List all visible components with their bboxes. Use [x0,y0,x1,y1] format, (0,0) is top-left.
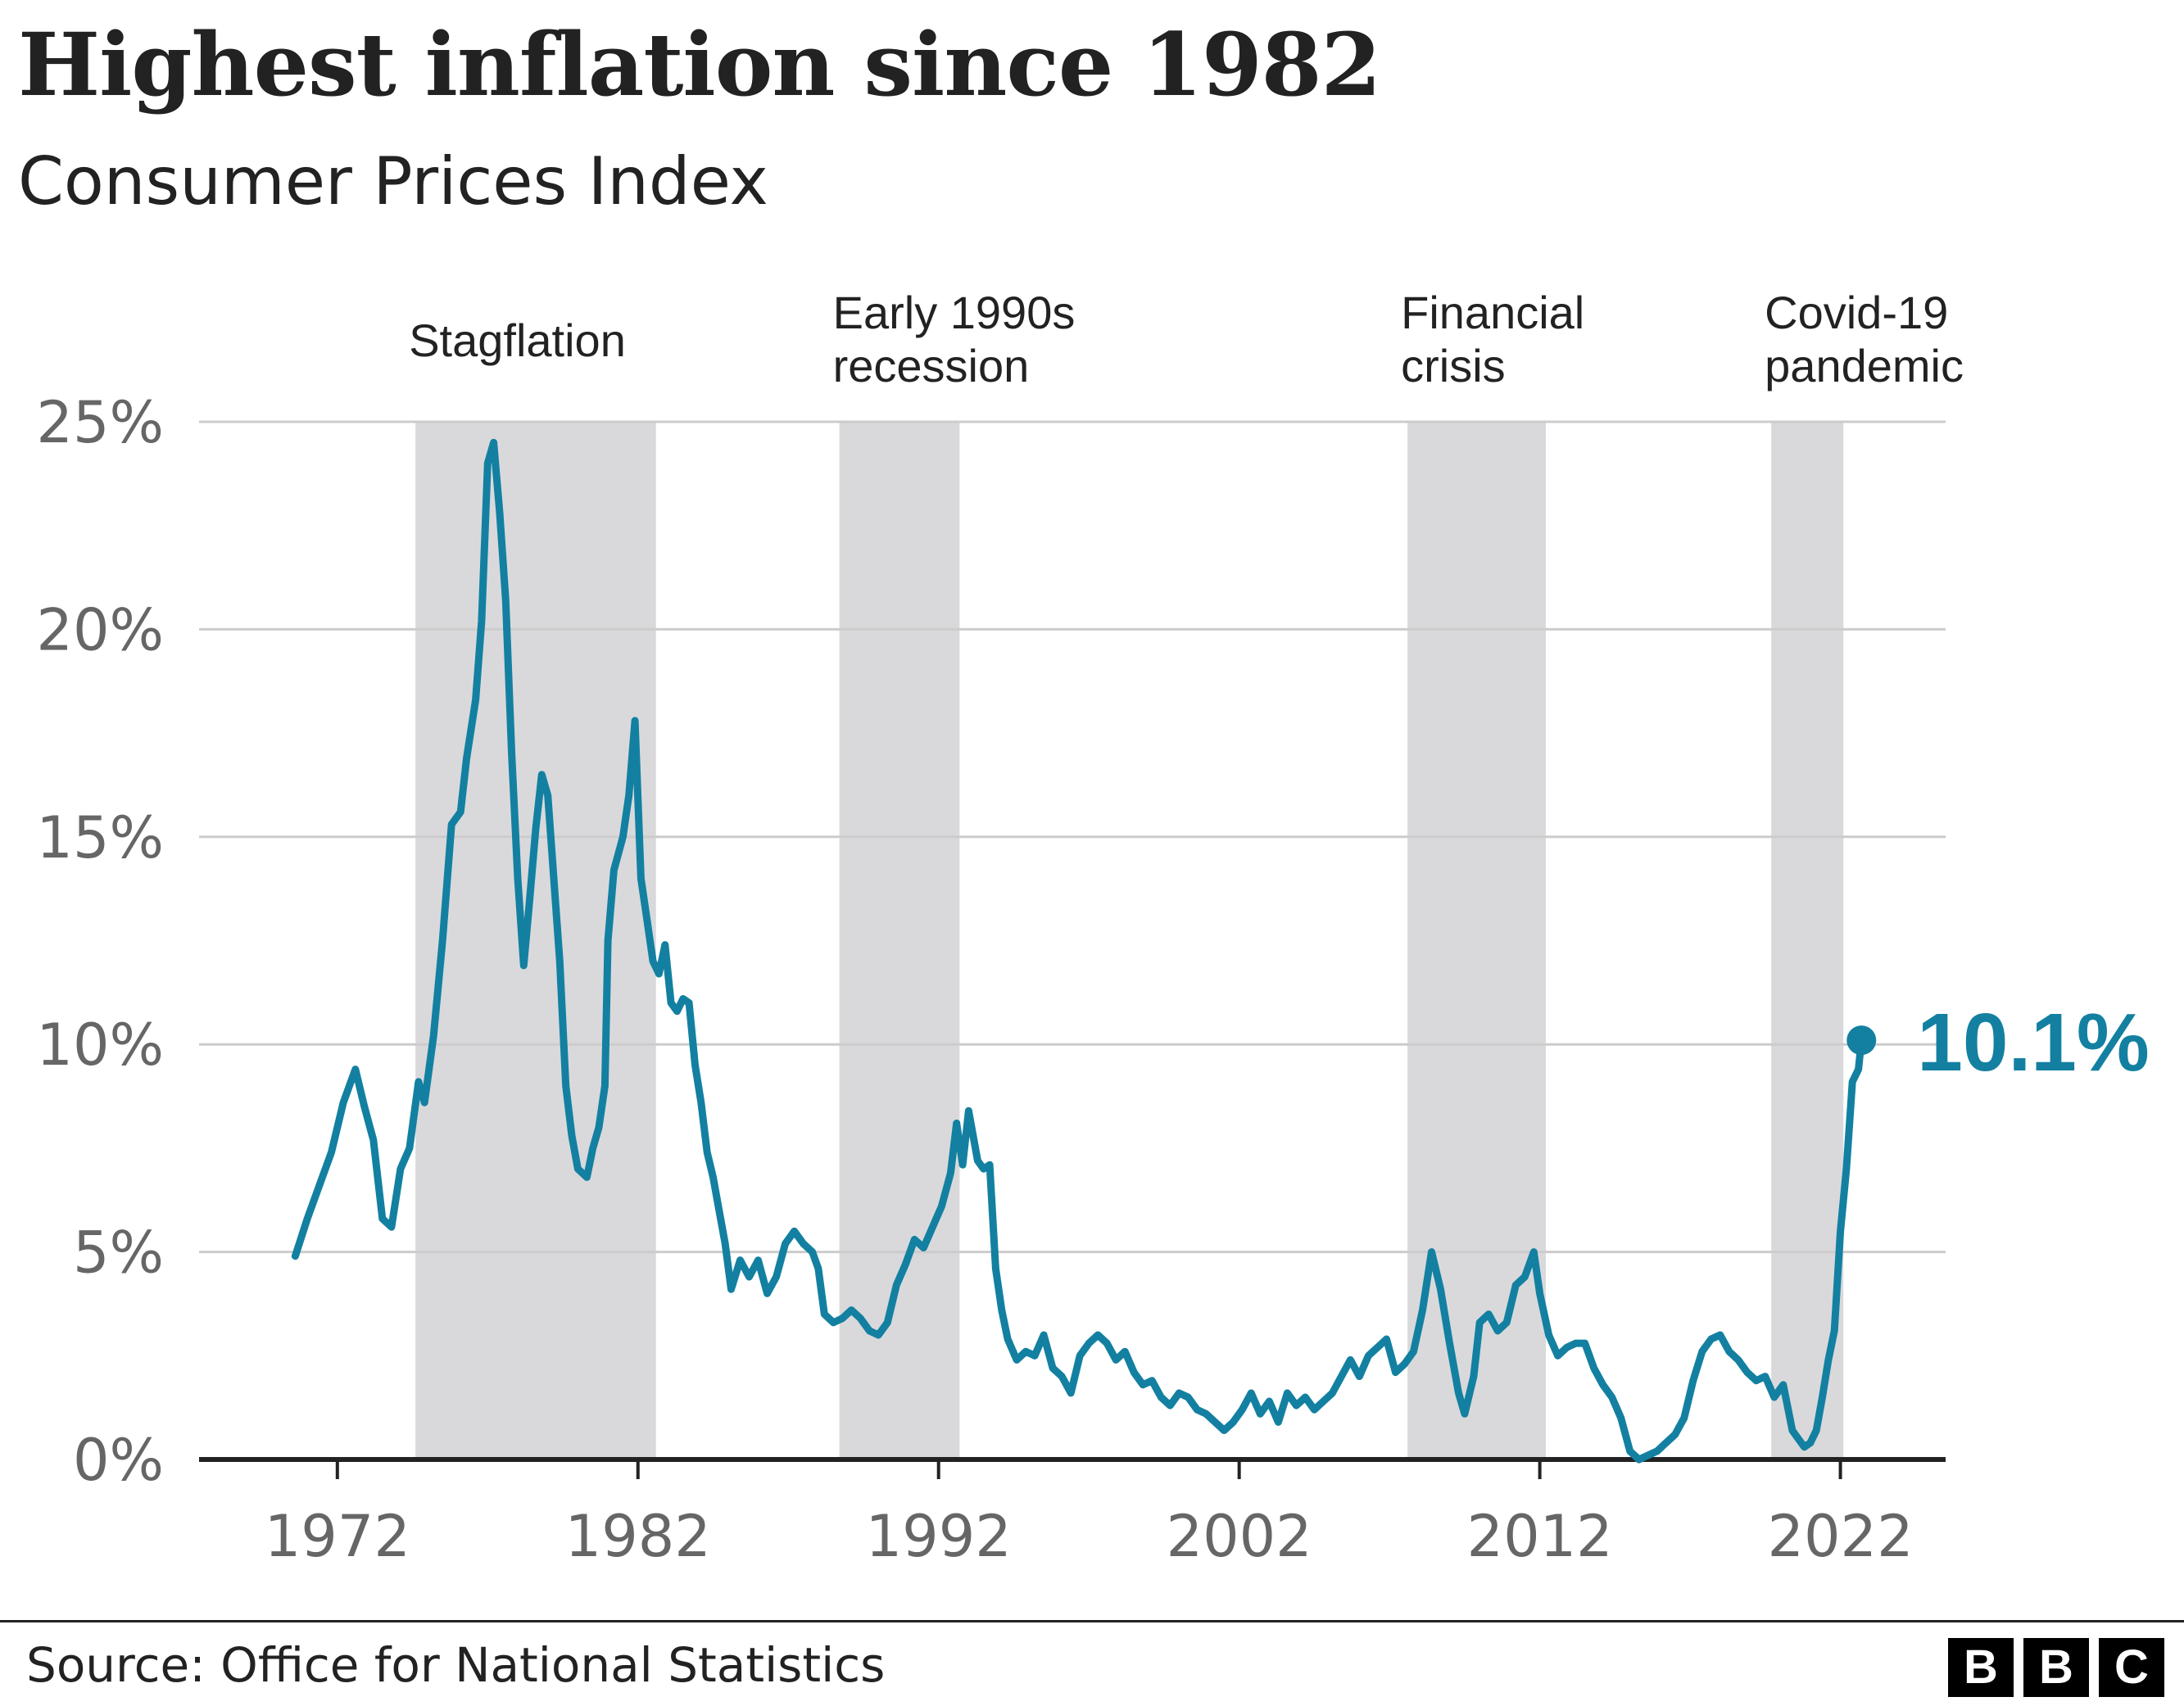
period-label: Early 1990s [833,287,1076,338]
y-tick-label: 0% [73,1427,164,1494]
y-tick-labels: 0% 5% 10% 15% 20% 25% [36,389,164,1494]
period-label: Stagflation [409,315,626,366]
bbc-logo: B B C [1948,1638,2164,1697]
series-line [291,438,1865,1464]
period-label: Financial [1401,287,1584,338]
chart-title: Highest inflation since 1982 [18,13,1381,115]
shaded-periods [415,422,1844,1459]
series-path [291,438,1865,1464]
x-tick-label: 2022 [1767,1503,1913,1570]
x-tick-label: 2012 [1467,1503,1613,1570]
x-tick-label: 1982 [565,1503,711,1570]
y-tick-label: 25% [36,389,164,456]
x-axis: 1972 1982 1992 2002 2012 2022 [199,1457,1946,1570]
x-tick-label: 2002 [1167,1503,1312,1570]
y-tick-label: 15% [36,804,164,871]
period-label: crisis [1401,340,1506,391]
logo-letter: B [2023,1638,2089,1697]
y-tick-label: 5% [73,1220,164,1287]
y-tick-label: 20% [36,596,164,663]
shaded-period [1407,422,1546,1459]
gridlines [199,420,1946,1254]
latest-value-label: 10.1% [1917,997,2150,1088]
x-tick-label: 1992 [866,1503,1012,1570]
source-note: Source: Office for National Statistics [26,1637,886,1693]
shaded-period [1771,422,1844,1459]
logo-letter: C [2099,1638,2164,1697]
latest-value-callout: 10.1% [1846,997,2150,1088]
period-label: Covid-19 [1765,287,1948,338]
period-label: recession [833,340,1030,391]
period-label: pandemic [1765,340,1964,391]
chart-subtitle: Consumer Prices Index [18,143,768,219]
shaded-period [839,422,960,1459]
logo-letter: B [1948,1638,2014,1697]
shaded-period [415,422,656,1459]
footer-divider [0,1620,2184,1622]
latest-value-dot [1846,1025,1877,1056]
x-tick-label: 1972 [265,1503,410,1570]
y-tick-label: 10% [36,1011,164,1079]
